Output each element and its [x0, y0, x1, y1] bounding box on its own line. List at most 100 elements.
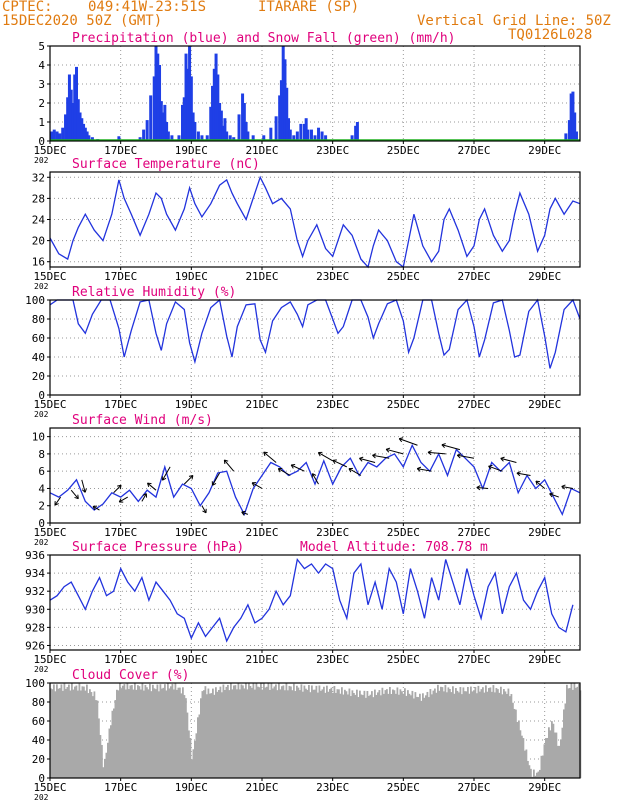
cloud-cover-bar: [63, 683, 66, 778]
cloud-cover-bar: [227, 684, 229, 778]
pressure-subtitle: Model Altitude: 708.78 m: [300, 540, 488, 555]
rh-ytick-label: 0: [38, 389, 45, 402]
cloud-cover-bar: [342, 694, 345, 778]
cloud-cover-bar: [87, 693, 90, 778]
cloud-cover-bar: [539, 769, 541, 778]
cloud-cover-bar: [377, 692, 379, 778]
pressure-xtick-label: 15DEC: [33, 653, 66, 666]
precip-bar: [350, 135, 354, 141]
wind-arrow: [141, 493, 148, 502]
cloud-cover-bar: [273, 686, 276, 778]
precip-bar: [218, 103, 222, 141]
cloud-cover-bar: [60, 684, 63, 778]
cloud-cover-bar: [117, 690, 120, 778]
cloud-cover-bar: [386, 689, 388, 778]
rh-ytick-label: 80: [32, 313, 45, 326]
cloud-cover-bar: [288, 685, 291, 778]
cloud-cover-bar: [275, 684, 277, 778]
cloud-cover-bar: [281, 686, 283, 778]
cloud-cover-bar: [332, 692, 334, 778]
cloud-cover-bar: [155, 689, 157, 778]
precip-bar: [154, 46, 158, 141]
precip-bar: [205, 135, 209, 141]
wind-arrow-head: [488, 465, 492, 470]
cloud-cover-bar: [527, 760, 529, 778]
cloud-cover-bar: [249, 685, 252, 778]
cloud-cover-bar: [564, 703, 567, 778]
cloud-cover-bar: [534, 775, 537, 778]
cloud-cover-bar: [140, 689, 142, 778]
cloud-cover-bar: [566, 684, 568, 778]
cloud-cover-bar: [81, 686, 84, 778]
wind-arrow-head: [476, 487, 481, 491]
pressure-xtick-label: 19DEC: [175, 653, 208, 666]
precip-bar: [211, 85, 215, 141]
precip-bar: [219, 110, 223, 141]
pressure-xtick-label: 25DEC: [387, 653, 420, 666]
wind-arrow: [561, 484, 574, 490]
cloud-cover-bar: [299, 690, 301, 778]
cloud-cover-bar: [456, 690, 459, 778]
precip-bar: [306, 129, 310, 141]
cloud-cover-bar: [263, 683, 265, 778]
cloud-cover-bar: [362, 695, 364, 778]
temp-xtick-label: 29DEC: [528, 270, 561, 283]
cloud-cover-bar: [167, 683, 169, 778]
cloud-cover-bar: [462, 687, 465, 778]
rh-panel: 0 20 40 60 80 100 15DEC 17DEC 19DEC 21DEC 23DEC 25D…: [25, 285, 581, 419]
precip-ytick-label: 0: [38, 135, 45, 148]
cloud-cover-bar: [515, 709, 517, 778]
temp-title: Surface Temperature (nC): [72, 157, 260, 172]
precip-bar: [302, 123, 306, 141]
cloud-cover-bar: [65, 688, 67, 778]
precip-bar: [313, 135, 317, 141]
cloud-cover-bar: [86, 684, 88, 778]
pressure-xtick-label: 27DEC: [457, 653, 490, 666]
cloud-cover-bar: [341, 687, 343, 778]
cloud-cover-bar: [431, 694, 433, 778]
wind-arrow-shaft: [457, 454, 475, 459]
cloud-cover-bar: [347, 694, 349, 778]
cloud-cover-bar: [333, 686, 336, 778]
precip-bar: [165, 122, 169, 141]
cloud-cover-bar: [300, 684, 303, 778]
precip-bar: [71, 103, 75, 141]
wind-arrow: [113, 484, 122, 494]
rh-xtick-label: 21DEC: [245, 398, 278, 411]
wind-arrow-shaft: [549, 493, 559, 498]
cloud-cover-bar: [434, 688, 436, 778]
pressure-panel: 926 928 930 932 934 936 15DEC 17DEC 19DEC 21DEC 23…: [25, 540, 581, 674]
precip-xtick-label: 29DEC: [528, 144, 561, 157]
cloud-cover-bar: [138, 686, 141, 778]
precip-bar: [191, 112, 195, 141]
cloud-cover-bar: [80, 690, 82, 778]
cloud-cover-bar: [131, 685, 133, 778]
wind-arrow-head: [561, 486, 565, 490]
cloud-cover-bar: [555, 732, 558, 778]
rh-xtick-label: 17DEC: [104, 398, 137, 411]
header-station: ITARARE (SP): [258, 0, 360, 15]
temp-xtick-label: 27DEC: [457, 270, 490, 283]
cloud-cover-bar: [96, 700, 99, 778]
pressure-ytick-label: 926: [25, 639, 45, 652]
cloud-cover-bar: [308, 685, 310, 778]
wind-arrow-head: [516, 472, 521, 477]
cloud-cover-bar: [578, 684, 580, 778]
rh-ytick-label: 60: [32, 332, 45, 345]
cloud-cover-bar: [243, 688, 246, 778]
cloud-cover-bar: [494, 692, 496, 778]
wind-arrow-shaft: [147, 482, 157, 491]
wind-arrow-shaft: [500, 457, 517, 464]
wind-arrow: [359, 456, 376, 464]
cloud-cover-bar: [399, 689, 402, 778]
cloud-cover-bar: [210, 693, 213, 778]
cloud-cover-bar: [74, 686, 76, 778]
precip-bar: [569, 93, 573, 141]
cloud-cover-bar: [66, 687, 69, 778]
wind-arrow-head: [441, 443, 446, 446]
cloud-cover-bar: [353, 692, 355, 778]
cloud-cover-bar: [374, 689, 376, 778]
cloud-cover-bar: [423, 697, 426, 778]
cloud-cover-bar: [443, 691, 445, 778]
cloud-ytick-label: 100: [25, 677, 45, 690]
